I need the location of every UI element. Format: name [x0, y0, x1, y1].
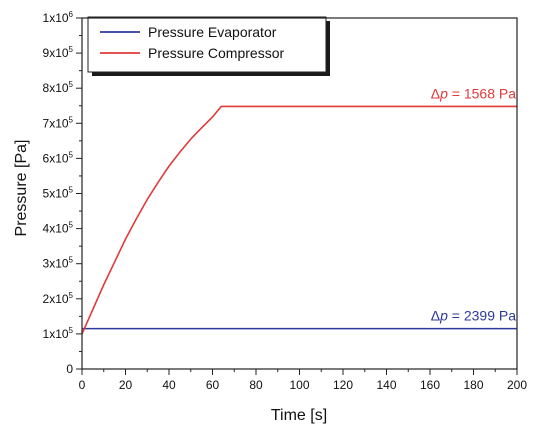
legend: Pressure Evaporator Pressure Compressor: [87, 16, 330, 76]
x-tick-label: 160: [420, 378, 440, 392]
y-tick-label: 3x105: [43, 256, 74, 271]
annotation-label-0: Δp = 1568 Pa: [431, 85, 516, 101]
y-tick-label: 0: [66, 362, 73, 376]
x-tick-label: 40: [162, 378, 176, 392]
x-tick-label: 60: [206, 378, 220, 392]
x-tick-label: 0: [79, 378, 86, 392]
series-layer: [81, 105, 517, 335]
legend-label-1: Pressure Compressor: [148, 45, 284, 61]
y-tick-label: 1x106: [43, 10, 74, 25]
y-tick-label: 2x105: [43, 291, 74, 306]
y-tick-label: 8x105: [43, 80, 74, 95]
legend-label-0: Pressure Evaporator: [148, 24, 277, 40]
series-line-1: [81, 105, 517, 335]
y-tick-label: 6x105: [43, 150, 74, 165]
y-axis-title: Pressure [Pa]: [13, 140, 30, 237]
y-tick-label: 7x105: [43, 115, 74, 130]
y-tick-label: 9x105: [43, 45, 74, 60]
axis-layer: 0 20 40 60 80 100 120 140 160 180 200 0 1x105 2x105 3x…: [43, 10, 528, 392]
x-tick-label: 140: [376, 378, 396, 392]
annotation-layer: Δp = 1568 Pa Δp = 2399 Pa: [431, 85, 516, 323]
x-axis-title: Time [s]: [271, 407, 327, 424]
annotation-label-1: Δp = 2399 Pa: [431, 308, 516, 324]
y-tick-label: 1x105: [43, 326, 74, 341]
x-tick-label: 80: [249, 378, 263, 392]
x-tick-label: 100: [289, 378, 309, 392]
y-tick-label: 4x105: [43, 221, 74, 236]
legend-box: [87, 16, 327, 73]
x-tick-label: 200: [507, 378, 527, 392]
x-tick-label: 120: [333, 378, 353, 392]
y-tick-label: 5x105: [43, 186, 74, 201]
x-tick-label: 20: [119, 378, 133, 392]
x-tick-label: 180: [463, 378, 483, 392]
